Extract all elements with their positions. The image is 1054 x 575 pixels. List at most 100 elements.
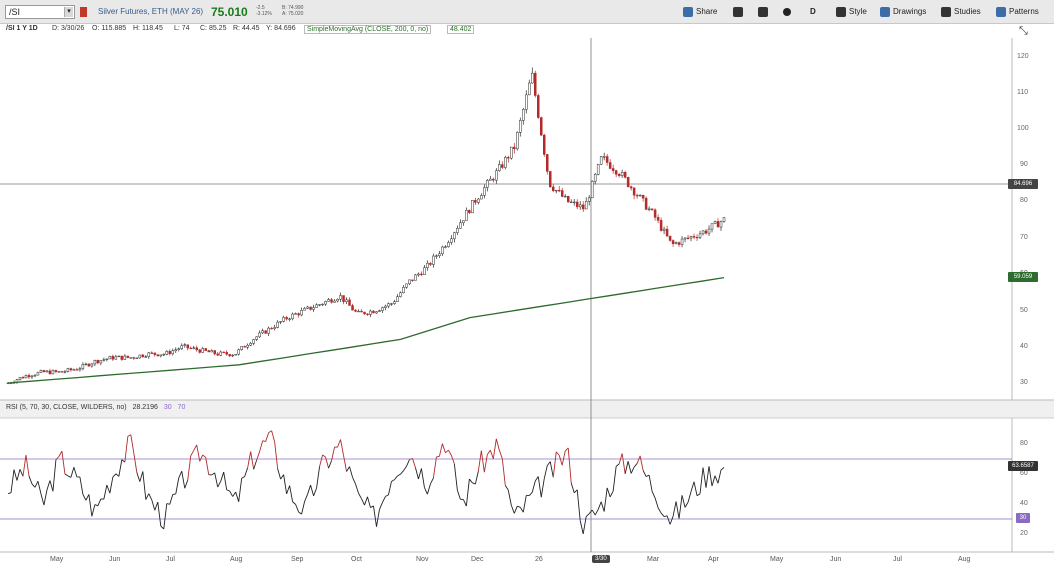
rsi-segment: [268, 430, 272, 434]
rsi-segment: [412, 458, 416, 468]
rsi-segment: [325, 457, 329, 469]
style-button[interactable]: Style: [836, 5, 867, 19]
rsi-segment: [660, 512, 665, 517]
x-axis-label: Nov: [416, 556, 429, 563]
rsi-segment: [714, 475, 719, 484]
drawings-button[interactable]: Drawings: [880, 5, 926, 19]
gear-button[interactable]: [783, 5, 791, 19]
x-axis-label: Jun: [830, 556, 842, 563]
flask-icon: [758, 7, 768, 17]
candle-body: [450, 238, 453, 243]
candle-body: [656, 217, 660, 221]
rsi-segment: [465, 478, 470, 507]
rsi-segment: [585, 513, 590, 517]
rsi-segment: [235, 491, 240, 502]
rsi-segment: [504, 485, 509, 491]
candle-body: [153, 352, 157, 355]
candle-body: [593, 174, 597, 182]
rsi-segment: [205, 457, 210, 475]
rsi-segment: [546, 461, 551, 466]
rsi-segment: [91, 504, 96, 517]
rsi-segment: [106, 484, 111, 494]
rsi-segment: [22, 455, 27, 477]
date-readout: D: 3/30/26: [52, 25, 85, 32]
rsi-segment: [43, 489, 48, 506]
rsi-segment: [438, 443, 443, 457]
candle-body: [510, 146, 513, 159]
rsi-segment: [97, 498, 102, 507]
rsi-segment: [352, 477, 356, 485]
candle-body: [30, 375, 34, 378]
rsi-segment: [441, 443, 446, 453]
rsi-segment: [196, 444, 201, 462]
candle-body: [480, 195, 483, 200]
x-axis-label: Mar: [647, 556, 660, 563]
candle-body: [123, 355, 127, 360]
candle-body: [168, 351, 172, 355]
price-tick: 120: [1017, 53, 1029, 60]
candle-body: [156, 354, 160, 357]
candle-body: [596, 164, 600, 175]
rsi-segment: [582, 516, 587, 534]
rsi-segment: [495, 438, 500, 451]
rsi-segment: [543, 465, 548, 479]
flask-button[interactable]: [758, 5, 768, 19]
candle-body: [57, 371, 61, 373]
rsi-segment: [298, 511, 302, 515]
candle-body: [543, 134, 546, 155]
price-change: -2.5 -3.12%: [256, 5, 272, 17]
candle-body: [563, 195, 567, 198]
rsi-segment: [705, 466, 710, 488]
candle-body: [683, 237, 687, 240]
rsi-segment: [406, 459, 410, 467]
zoom-icon[interactable]: ⤡: [1019, 25, 1028, 37]
candle-body: [201, 348, 204, 353]
share-button[interactable]: Share: [683, 5, 717, 19]
candle-body: [162, 353, 166, 356]
rsi-segment: [702, 467, 707, 488]
candle-body: [87, 363, 91, 367]
price-tick: 50: [1020, 307, 1028, 314]
candle-body: [432, 255, 435, 265]
rsi-segment: [328, 460, 332, 469]
interval-label: D: [810, 7, 816, 16]
interval-button[interactable]: D: [810, 5, 816, 19]
rsi-segment: [31, 483, 36, 488]
rsi-segment: [289, 485, 294, 502]
rsi-segment: [528, 491, 533, 496]
studies-button[interactable]: Studies: [941, 5, 981, 19]
rsi-segment: [187, 455, 192, 481]
symbol-input[interactable]: /SI ▾: [5, 5, 75, 19]
candle-body: [426, 262, 429, 268]
rsi-study-header[interactable]: RSI (5, 70, 30, CLOSE, WILDERS, no) 28.2…: [6, 404, 189, 411]
rsi-segment: [139, 471, 144, 482]
candle-body: [36, 372, 40, 376]
candle-body: [396, 296, 399, 302]
rsi-segment: [414, 467, 419, 480]
rsi-segment: [184, 479, 189, 489]
candle-body: [342, 295, 345, 302]
rsi-segment: [708, 466, 713, 487]
rsi-segment: [217, 481, 222, 488]
candle-body: [692, 236, 696, 238]
rsi-segment: [382, 496, 386, 503]
rsi-segment: [241, 476, 245, 479]
period-label[interactable]: /SI 1 Y 1D: [6, 25, 38, 32]
patterns-button[interactable]: Patterns: [996, 5, 1039, 19]
rsi-value: 28.2196: [132, 404, 158, 411]
rsi-segment: [420, 468, 425, 488]
candle-body: [572, 201, 576, 204]
candle-body: [635, 194, 639, 197]
candle-body: [710, 223, 714, 230]
detach-button[interactable]: [733, 5, 743, 19]
rsi-segment: [666, 515, 671, 525]
sma-study-label[interactable]: SimpleMovingAvg (CLOSE, 200, 0, no): [304, 25, 432, 34]
rsi-segment: [361, 498, 365, 506]
rsi-segment: [7, 492, 12, 495]
symbol-dropdown-icon[interactable]: ▾: [64, 7, 73, 17]
candle-body: [662, 228, 666, 231]
candle-body: [282, 317, 285, 322]
x-axis-label: May: [770, 556, 784, 563]
rsi-segment: [489, 450, 494, 459]
